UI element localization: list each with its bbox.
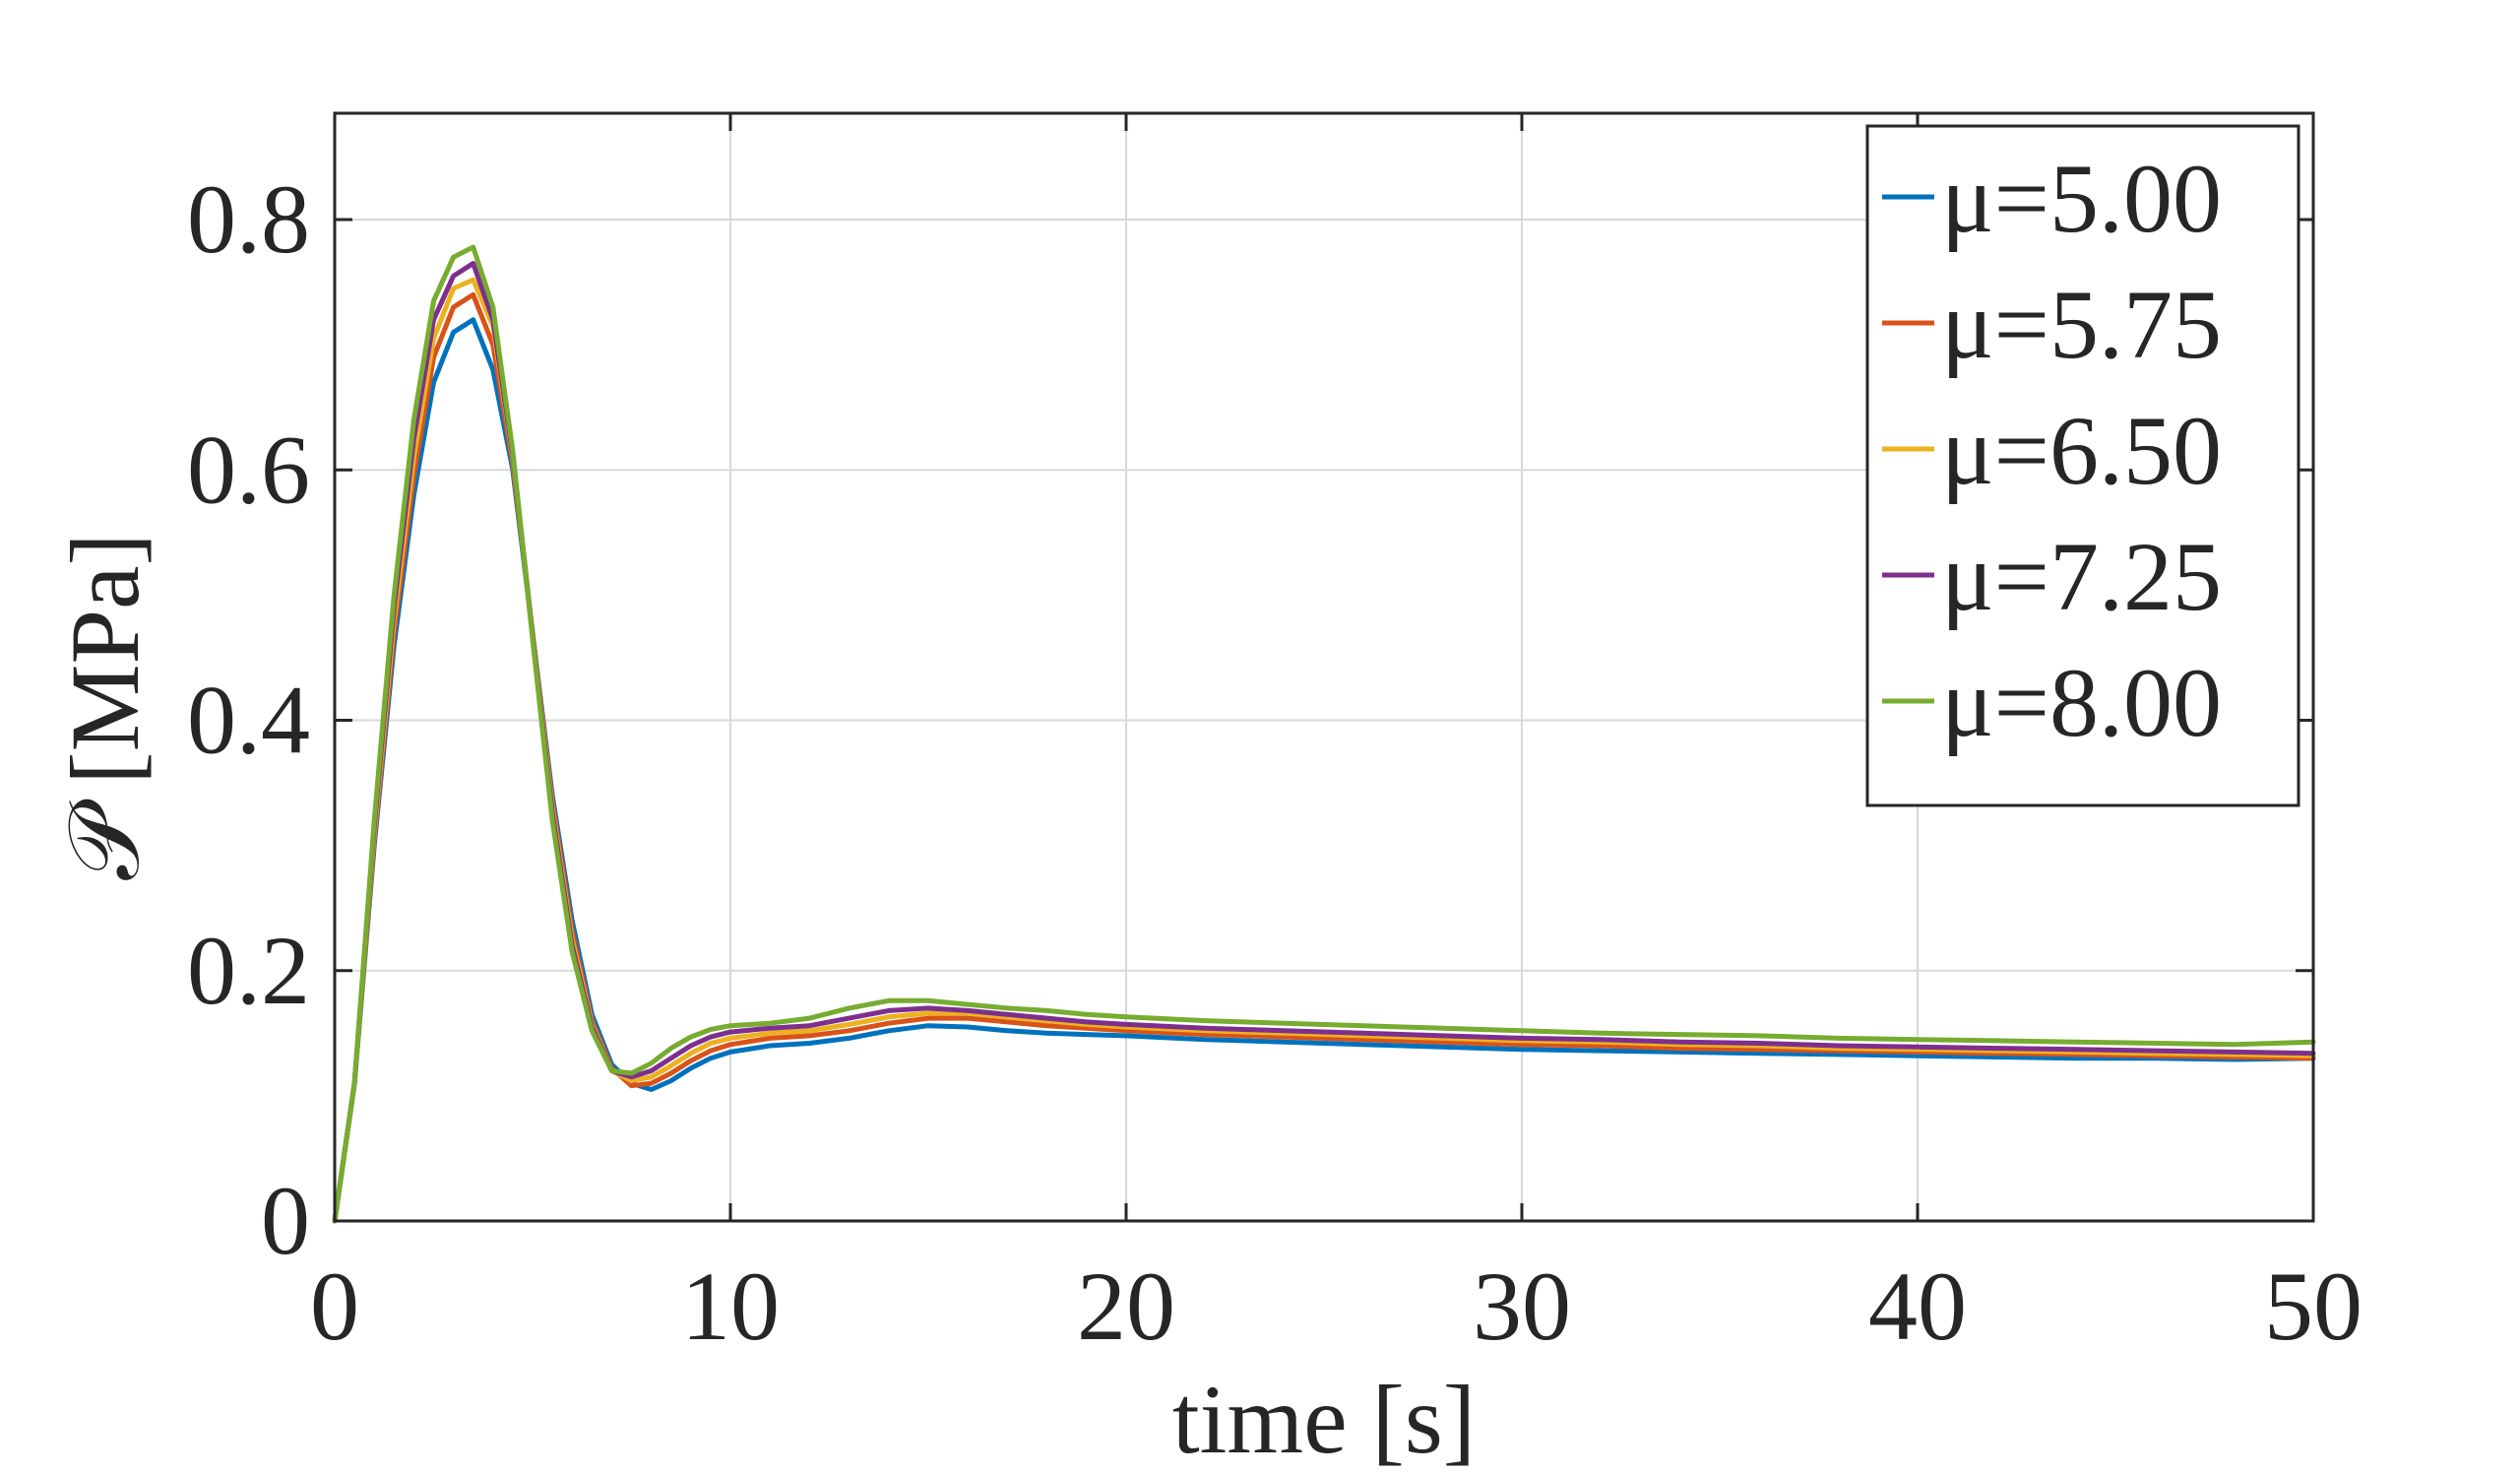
plot-area-frame bbox=[333, 111, 2315, 1223]
axis-ticks bbox=[333, 113, 2315, 1223]
x-tick-label: 40 bbox=[1868, 1251, 1967, 1361]
legend-label: μ=5.75 bbox=[1941, 270, 2222, 379]
x-tick-label: 20 bbox=[1077, 1251, 1175, 1361]
x-tick-label: 10 bbox=[681, 1251, 780, 1361]
y-tick-label: 0.4 bbox=[187, 666, 310, 775]
legend: μ=5.00 μ=5.75 μ=6.50 μ=7.25 μ=8.00 bbox=[1865, 124, 2300, 807]
series-line bbox=[332, 261, 2316, 1224]
y-axis-label: 𝒫 [MPa] bbox=[50, 533, 159, 880]
y-tick-label: 0.8 bbox=[187, 164, 310, 274]
legend-box bbox=[1865, 124, 2300, 807]
legend-label: μ=7.25 bbox=[1941, 522, 2222, 631]
legend-label: μ=6.50 bbox=[1941, 396, 2222, 505]
series-line bbox=[332, 244, 2316, 1224]
x-tick-label: 30 bbox=[1473, 1251, 1571, 1361]
y-tick-label: 0 bbox=[261, 1166, 310, 1275]
y-axis-tick-labels: 0 0.2 0.4 0.6 0.8 bbox=[187, 164, 310, 1275]
legend-label: μ=5.00 bbox=[1941, 144, 2222, 253]
x-tick-label: 0 bbox=[310, 1251, 359, 1361]
series-line bbox=[332, 317, 2316, 1224]
series-lines bbox=[332, 244, 2316, 1224]
series-line bbox=[332, 277, 2316, 1224]
y-tick-label: 0.2 bbox=[187, 916, 310, 1025]
x-axis-label: time [s] bbox=[1172, 1365, 1476, 1474]
series-line bbox=[332, 291, 2316, 1224]
x-axis-tick-labels: 0 10 20 30 40 50 bbox=[310, 1251, 2362, 1361]
legend-label: μ=8.00 bbox=[1941, 648, 2222, 757]
y-tick-label: 0.6 bbox=[187, 415, 310, 524]
x-tick-label: 50 bbox=[2264, 1251, 2362, 1361]
